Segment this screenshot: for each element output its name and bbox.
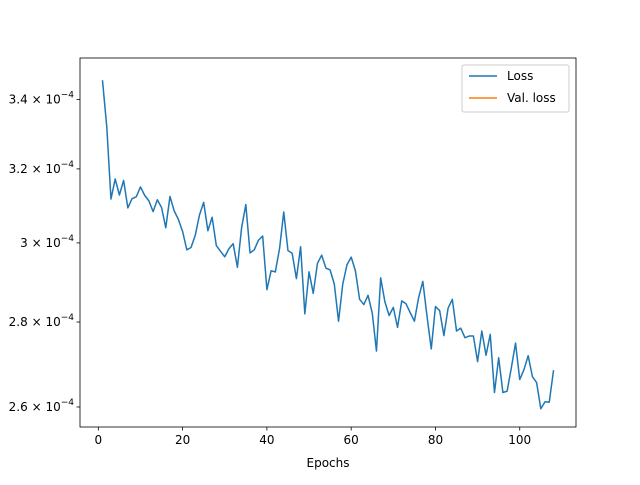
y-tick-label: 3 × 10−4 — [20, 234, 74, 250]
legend-label-loss: Loss — [507, 69, 533, 83]
x-axis-label: Epochs — [307, 456, 350, 470]
x-tick-label: 20 — [175, 433, 190, 447]
y-tick-label: 3.2 × 10−4 — [9, 160, 75, 176]
axes-frame — [79, 57, 577, 428]
y-tick-exponent: −4 — [61, 398, 75, 408]
y-tick-label: 2.6 × 10−4 — [9, 398, 75, 414]
x-tick-label: 100 — [508, 433, 531, 447]
x-tick-label: 40 — [259, 433, 274, 447]
y-tick-exponent: −4 — [61, 313, 75, 323]
legend: Loss Val. loss — [461, 64, 570, 113]
x-axis-ticks: 0 20 40 60 80 100 — [95, 427, 531, 447]
y-tick-mantissa: 3.2 × 10 — [9, 162, 61, 176]
legend-label-val-loss: Val. loss — [507, 91, 556, 105]
x-tick-label: 80 — [428, 433, 443, 447]
x-tick-label: 0 — [95, 433, 103, 447]
plot-area — [79, 57, 577, 428]
y-tick-mantissa: 3 × 10 — [20, 236, 61, 250]
y-tick-exponent: −4 — [61, 234, 75, 244]
y-tick-exponent: −4 — [61, 160, 75, 170]
y-tick-label: 3.4 × 10−4 — [9, 90, 75, 106]
x-tick-label: 60 — [344, 433, 359, 447]
series-line-loss — [101, 80, 555, 410]
y-tick-mantissa: 2.6 × 10 — [9, 400, 61, 414]
y-tick-mantissa: 2.8 × 10 — [9, 315, 61, 329]
y-axis-ticks: 2.6 × 10−42.8 × 10−43 × 10−43.2 × 10−43.… — [9, 90, 80, 414]
y-tick-mantissa: 3.4 × 10 — [9, 92, 61, 106]
y-tick-label: 2.8 × 10−4 — [9, 313, 75, 329]
y-tick-exponent: −4 — [61, 90, 75, 100]
